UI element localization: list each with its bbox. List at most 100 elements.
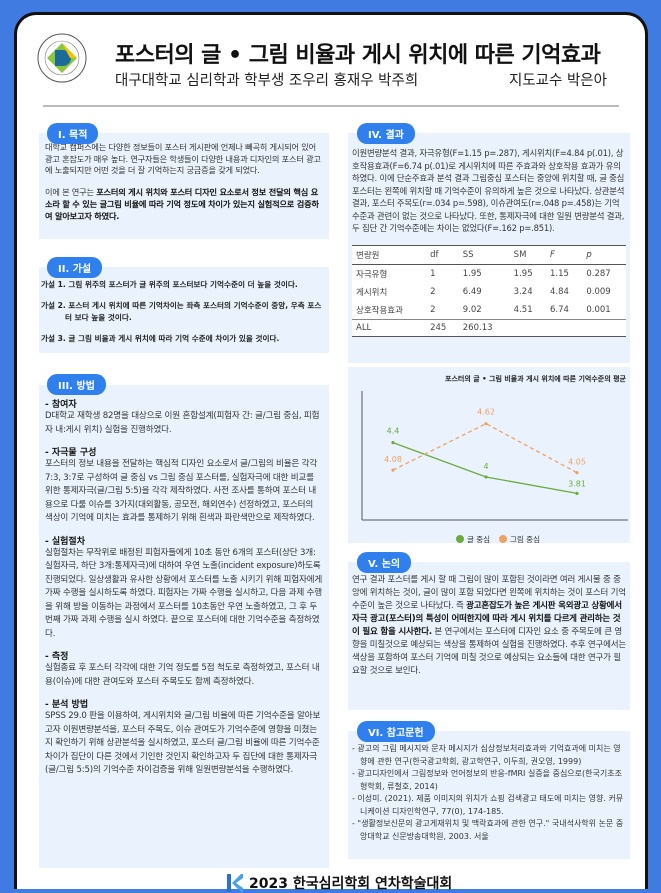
table-header: df — [426, 244, 459, 265]
table-cell: 1.95 — [462, 268, 482, 279]
table-cell: 260.13 — [458, 318, 510, 337]
method-subtitle: - 측정 — [45, 652, 69, 662]
table-row: 자극유형 1 1.95 1.95 1.15 0.287 — [352, 264, 626, 283]
authors: 대구대학교 심리학과 학부생 조우리 홍재우 박주희 — [115, 73, 419, 89]
section-label-method: III. 방법 — [47, 374, 106, 395]
table-cell: 6.74 — [550, 304, 569, 315]
chart-title: 포스터의 글 • 그림 비율과 게시 위치에 따른 기억수준의 평균 — [445, 374, 627, 383]
table-cell: 자극유형 — [356, 269, 388, 280]
table-cell — [509, 318, 546, 337]
legend-label-image-centered: 그림 중심 — [510, 534, 540, 543]
table-cell — [582, 318, 626, 337]
results-panel: 이원변량분석 결과, 자극유형(F=1.15 p=.287), 게시위치(F=4… — [348, 133, 630, 363]
table-cell: 1 — [430, 268, 436, 279]
data-label: 4.4 — [387, 427, 400, 436]
table-header: p — [582, 244, 626, 265]
legend-label-text-centered: 글 중심 — [467, 534, 490, 543]
data-point — [391, 441, 395, 445]
data-point — [575, 491, 579, 495]
purpose-statement-bold: 포스터의 게시 위치와 포스터 디자인 요소로서 정보 전달의 핵심 요소라 할… — [45, 186, 319, 221]
hypothesis-2: 가설 2. 포스터 게시 위치에 따른 기억차이는 좌측 포스터의 기억수준이 … — [41, 301, 322, 322]
purpose-statement: 이에 본 연구는 포스터의 게시 위치와 포스터 디자인 요소로서 정보 전달의… — [45, 186, 323, 222]
table-cell: 6.49 — [462, 286, 482, 297]
method-stimuli: - 자극물 구성 포스터의 정보 내용을 전달하는 핵심적 디자인 요소로서 글/… — [45, 445, 323, 526]
table-row: ALL 245 260.13 — [352, 318, 626, 337]
table-cell: ALL — [352, 318, 427, 337]
method-procedure: - 실험절차 실험절차는 무작위로 배정된 피험자들에게 10초 동안 6개의 포… — [45, 534, 323, 642]
method-text: 포스터의 정보 내용을 전달하는 핵심적 디자인 요소로서 글/그림의 비율은 … — [45, 459, 318, 523]
table-cell: 9.02 — [462, 304, 482, 315]
table-row: 상호작용효과 2 9.02 4.51 6.74 0.001 — [352, 301, 626, 320]
discussion-key-finding: 광고혼잡도가 높은 게시판 옥외광고 상황에서 자극 광고(포스터)의 특성이 … — [352, 601, 622, 637]
hypothesis-1: 가설 1. 그림 위주의 포스터가 글 위주의 포스터보다 기억수준이 더 높을… — [41, 280, 298, 289]
legend-marker-image-centered — [499, 535, 507, 543]
discussion-text: 연구 결과 포스터를 게시 할 때 그림이 많이 포함된 것이라면 여러 게시물… — [352, 574, 626, 678]
reference-item: - "생활정보신문의 광고게재위치 및 맥락효과에 관한 연구." 국내석사학위… — [352, 819, 624, 841]
discussion-panel: 연구 결과 포스터를 게시 할 때 그림이 많이 포함된 것이라면 여러 게시물… — [348, 562, 630, 710]
references-panel: - 광고의 그림 메시지와 문자 메시지가 심상정보처리효과와 기억효과에 미치… — [348, 731, 630, 859]
section-label-discussion: V. 논의 — [357, 552, 412, 573]
table-header: 변량원 — [352, 244, 427, 265]
footer: 2023 한국심리학회 연차학술대회 — [227, 873, 452, 893]
method-subtitle: - 참여자 — [45, 400, 77, 410]
table-cell: 1.95 — [513, 268, 533, 279]
purpose-statement-intro: 이에 본 연구는 — [45, 186, 97, 197]
data-label: 4 — [483, 462, 488, 471]
method-text: SPSS 29.0 판을 이용하여, 게시위치와 글/그림 비율에 따른 기억수… — [45, 711, 321, 775]
advisor: 지도교수 박은아 — [509, 73, 607, 89]
data-point — [484, 475, 488, 479]
section-label-hypothesis: II. 가설 — [47, 257, 103, 278]
purpose-text: 대학교 캠퍼스에는 다양한 정보들이 포스터 게시판에 언제나 빼곡히 게시되어… — [45, 142, 321, 175]
data-point — [575, 471, 579, 475]
table-header: SM — [509, 244, 546, 265]
method-subtitle: - 실험절차 — [45, 536, 85, 547]
conference-logo-icon — [227, 874, 243, 892]
anova-table: 변량원 df SS SM F p 자극유형 1 1.95 1.95 1.15 0.287 게… — [352, 244, 626, 337]
section-label-results: IV. 결과 — [357, 123, 415, 144]
hypothesis-3: 가설 3. 글 그림 비율과 게시 위치에 따라 기억 수준에 차이가 있을 것… — [41, 334, 280, 343]
table-cell: 245 — [426, 318, 459, 337]
method-subtitle: - 분석 방법 — [45, 700, 89, 710]
table-cell: 3.24 — [513, 286, 533, 297]
chart-panel: 포스터의 글 • 그림 비율과 게시 위치에 따른 기억수준의 평균 4.4 4 3… — [348, 367, 630, 544]
reference-item: - 광고디자인에서 그림정보와 언어정보의 반응-fMRI 실증을 중심으로(한… — [352, 769, 622, 791]
poster-title: 포스터의 글 • 그림 비율과 게시 위치에 따른 기억효과 — [115, 43, 601, 68]
discussion-limitations: 본 연구에서는 포스터에 디자인 요소 중 주목도에 큰 영향을 미칠것으로 예… — [352, 627, 626, 676]
results-text: 이원변량분석 결과, 자극유형(F=1.15 p=.287), 게시위치(F=4… — [352, 148, 625, 233]
table-cell: 2 — [430, 286, 436, 297]
data-point — [484, 422, 488, 426]
data-label: 4.62 — [477, 408, 495, 417]
data-label: 4.08 — [384, 455, 402, 464]
reference-item: - 광고의 그림 메시지와 문자 메시지가 심상정보처리효과와 기억효과에 미치… — [352, 744, 621, 766]
discussion-intro: 연구 결과 포스터를 게시 할 때 그림이 많이 포함된 것이라면 여러 게시물… — [352, 575, 626, 611]
table-cell: 0.009 — [586, 286, 611, 297]
poster: 포스터의 글 • 그림 비율과 게시 위치에 따른 기억효과 대구대학교 심리학… — [14, 12, 648, 892]
section-label-purpose: I. 목적 — [47, 123, 99, 144]
university-logo — [37, 33, 87, 83]
conference-name: 2023 한국심리학회 연차학술대회 — [249, 876, 453, 892]
method-measure: - 측정 실험종료 후 포스터 각각에 대한 기억 정도를 5점 척도로 측정하였… — [45, 649, 323, 689]
method-subtitle: - 자극물 구성 — [45, 448, 97, 458]
data-label: 3.81 — [568, 479, 586, 488]
table-cell: 0.001 — [586, 304, 611, 315]
method-text: 실험절차는 무작위로 배정된 피험자들에게 10초 동안 6개의 포스터(상단 … — [45, 547, 323, 639]
data-label: 4.05 — [568, 458, 586, 467]
table-cell: 1.15 — [550, 268, 569, 279]
data-point — [391, 468, 395, 472]
table-cell: 게시위치 — [356, 287, 388, 298]
table-cell: 4.84 — [550, 286, 569, 297]
section-label-references: VI. 참고문헌 — [357, 721, 435, 742]
table-header: SS — [458, 244, 510, 265]
table-cell: 4.51 — [513, 304, 533, 315]
table-cell: 상호작용효과 — [356, 305, 403, 316]
table-cell — [546, 318, 583, 337]
purpose-panel: 대학교 캠퍼스에는 다양한 정보들이 포스터 게시판에 언제나 빼곡히 게시되어… — [39, 133, 329, 239]
hypothesis-panel: 가설 1. 그림 위주의 포스터가 글 위주의 포스터보다 기억수준이 더 높을… — [39, 267, 329, 353]
table-cell: 2 — [430, 304, 436, 315]
method-text: 실험종료 후 포스터 각각에 대한 기억 정도를 5점 척도로 측정하였고, 포… — [45, 663, 320, 687]
method-panel: - 참여자 D대학교 재학생 82명을 대상으로 이원 혼합설계(피험자 간: 글… — [39, 385, 329, 868]
table-row: 게시위치 2 6.49 3.24 4.84 0.009 — [352, 283, 626, 301]
method-text: D대학교 재학생 82명을 대상으로 이원 혼합설계(피험자 간: 글/그림 중… — [45, 411, 320, 435]
reference-item: - 이성미. (2021). 제품 이미지의 위치가 쇼핑 검색광고 태도에 미… — [352, 794, 624, 816]
header: 포스터의 글 • 그림 비율과 게시 위치에 따른 기억효과 대구대학교 심리학… — [17, 15, 645, 115]
